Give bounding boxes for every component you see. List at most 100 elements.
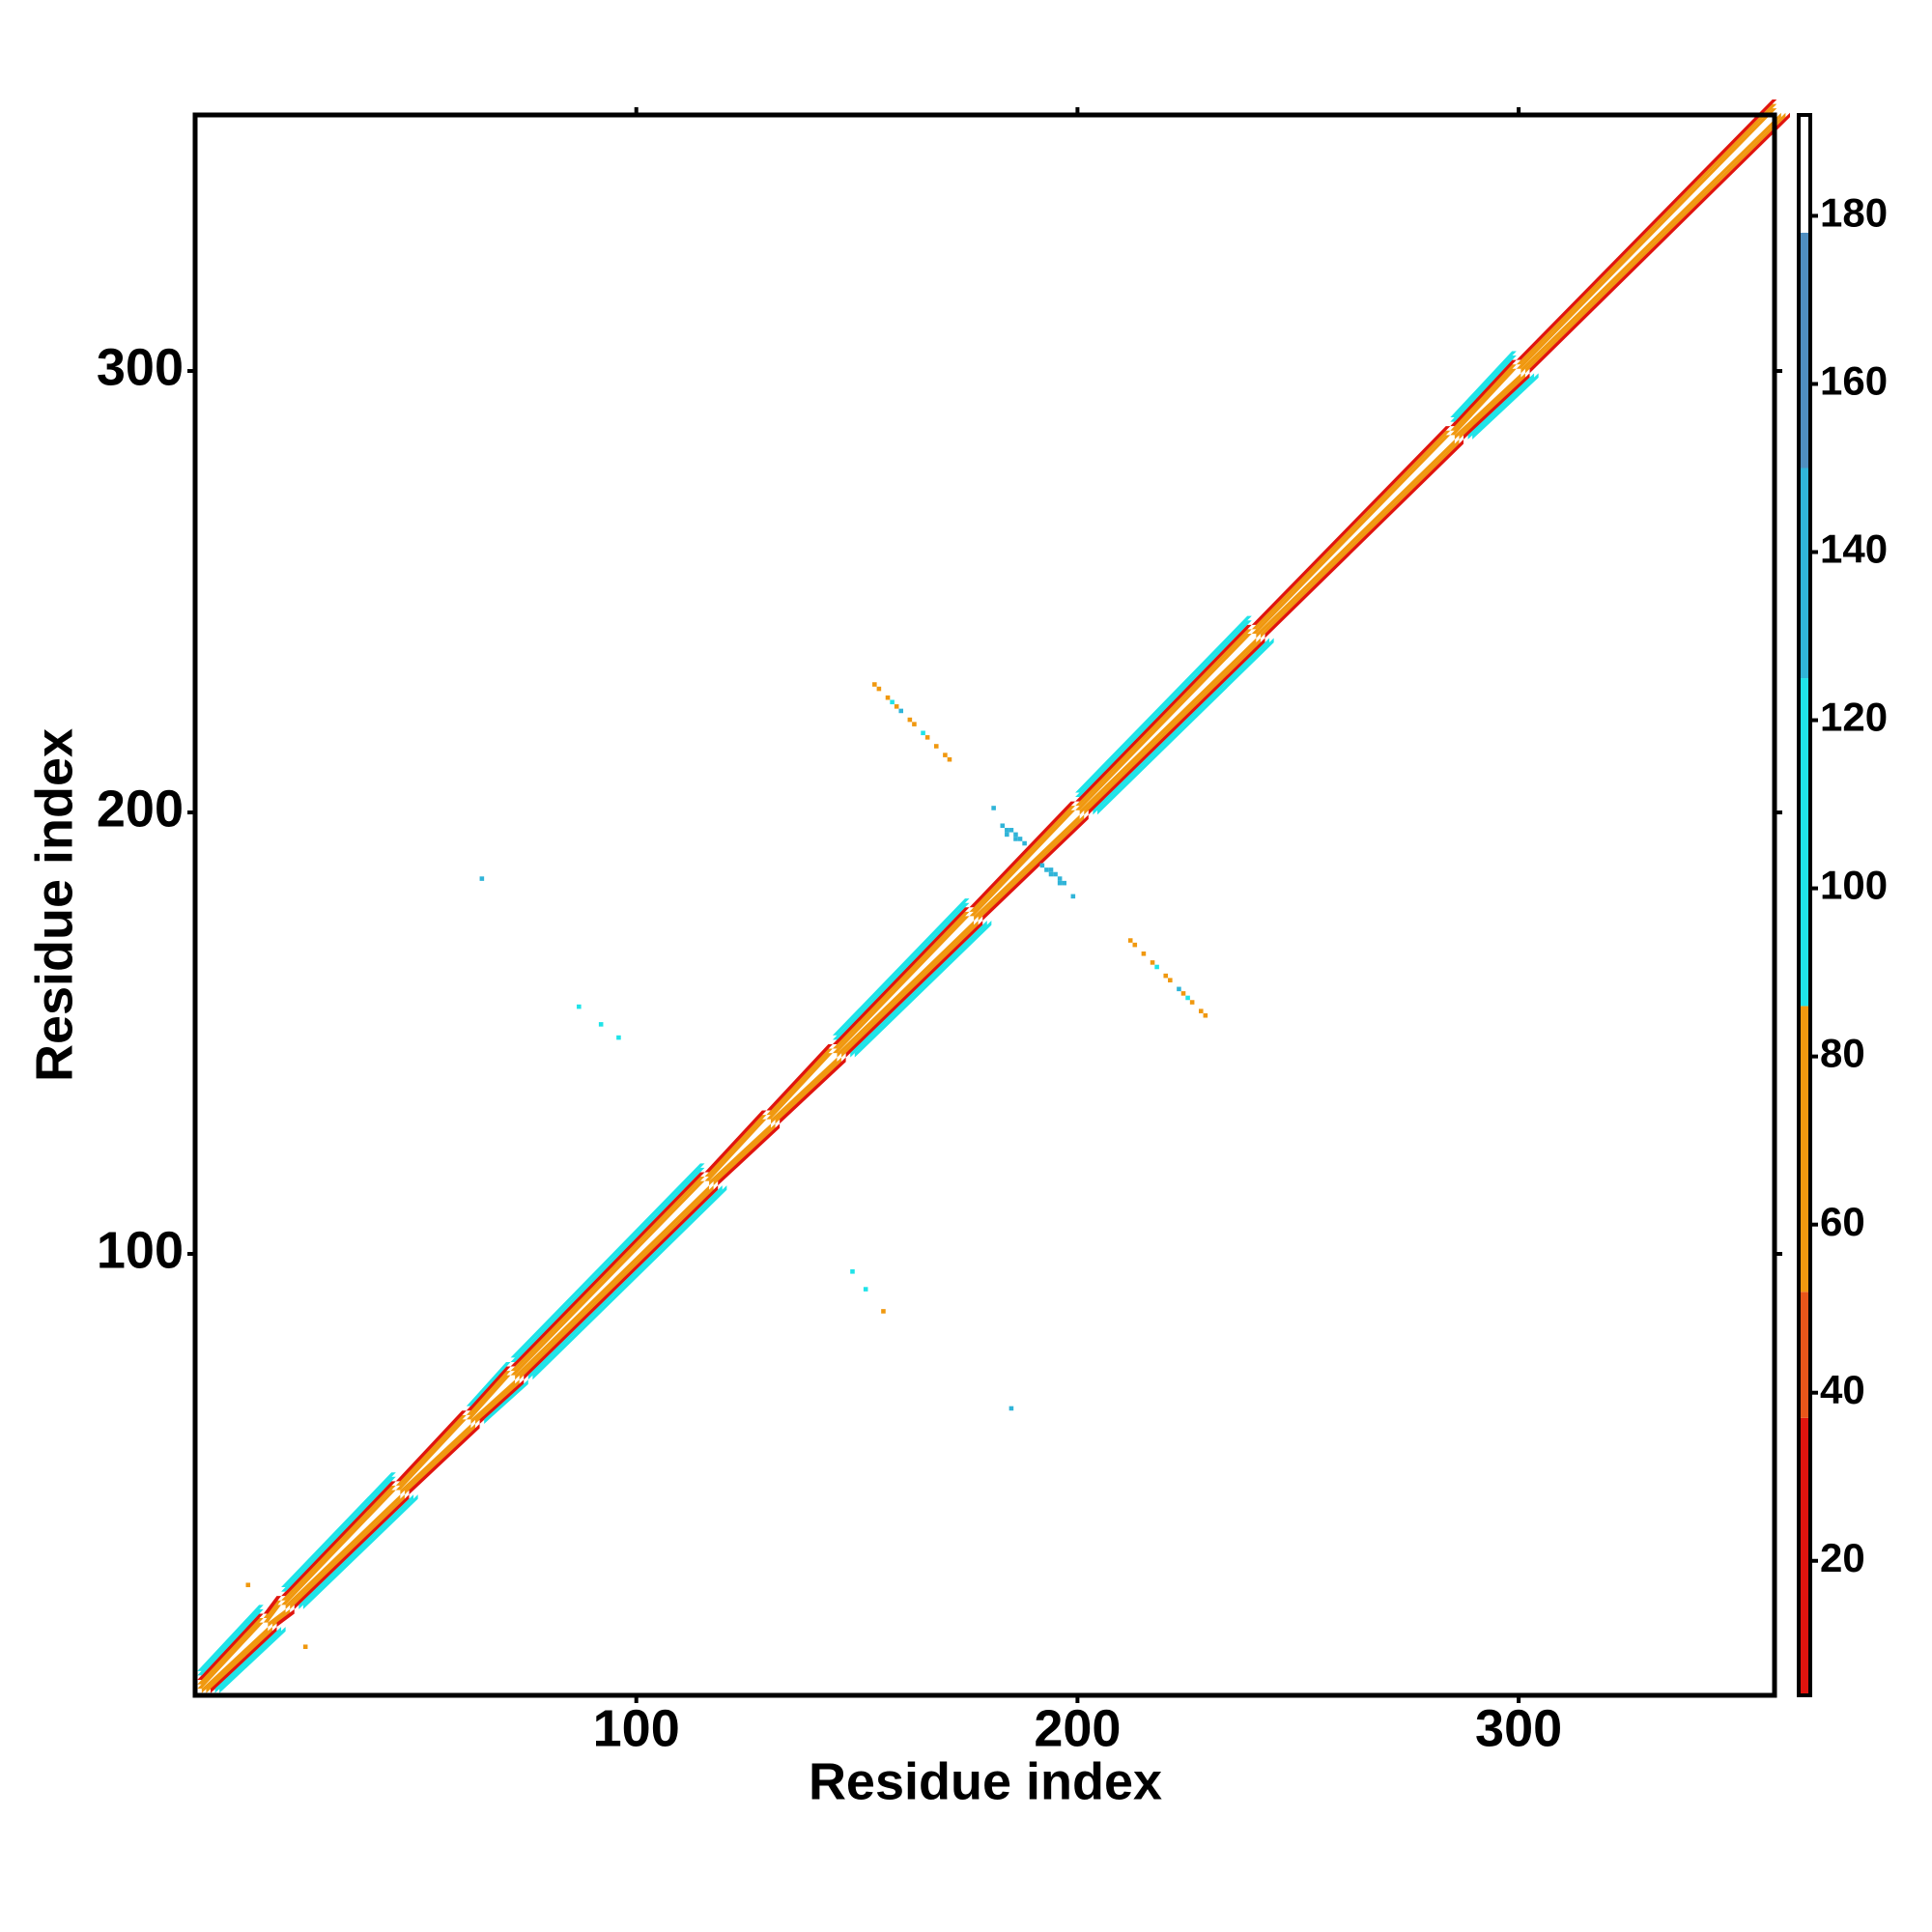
contact-band bbox=[1516, 103, 1777, 365]
colorbar-tick-label: 80 bbox=[1820, 1031, 1865, 1076]
contact-band bbox=[527, 1185, 723, 1380]
contact-band bbox=[1256, 439, 1455, 639]
contact-band bbox=[510, 1177, 705, 1372]
contact-cell bbox=[1048, 871, 1054, 877]
y-tick-label: 200 bbox=[97, 780, 184, 838]
contact-band bbox=[294, 1494, 410, 1609]
contact-band bbox=[281, 1472, 396, 1588]
contact-cell bbox=[1005, 828, 1009, 833]
contact-band bbox=[1264, 439, 1464, 639]
colorbar-tick-label: 20 bbox=[1820, 1535, 1865, 1580]
contact-band bbox=[210, 1627, 277, 1693]
contact-band bbox=[515, 1185, 710, 1380]
contact-cell bbox=[850, 1269, 855, 1274]
contact-band bbox=[709, 1123, 771, 1186]
y-tick-label: 100 bbox=[97, 1221, 184, 1279]
contact-band bbox=[1450, 359, 1517, 427]
contact-band bbox=[832, 898, 970, 1036]
contact-band bbox=[766, 1053, 833, 1120]
contact-band bbox=[780, 1057, 846, 1124]
contact-cell bbox=[302, 1644, 308, 1650]
contact-band bbox=[263, 1596, 282, 1614]
contact-band bbox=[219, 1627, 286, 1693]
colorbar-tick-label: 100 bbox=[1820, 863, 1888, 908]
contact-cell bbox=[1127, 938, 1133, 943]
contact-band bbox=[466, 1366, 511, 1411]
contact-band bbox=[1516, 108, 1777, 369]
contact-band bbox=[197, 1605, 264, 1671]
colorbar-tick-label: 160 bbox=[1820, 358, 1888, 404]
contact-cell bbox=[933, 744, 939, 749]
contact-cell bbox=[881, 1309, 886, 1314]
contact-band bbox=[969, 801, 1076, 908]
contact-cell bbox=[890, 699, 895, 705]
contact-band bbox=[404, 1423, 476, 1495]
contact-cell bbox=[1053, 871, 1058, 877]
contact-band bbox=[1450, 368, 1517, 436]
contact-cell bbox=[1168, 978, 1173, 982]
contact-cell bbox=[616, 1035, 621, 1040]
contact-band bbox=[285, 1494, 401, 1609]
contact-band bbox=[201, 1627, 269, 1693]
contact-band bbox=[1529, 112, 1790, 374]
contact-band bbox=[484, 1379, 528, 1424]
contact-band bbox=[197, 1618, 264, 1685]
contact-cell bbox=[1203, 1012, 1208, 1018]
contact-band bbox=[1075, 624, 1252, 802]
contact-cell bbox=[1057, 880, 1063, 886]
x-axis-label: Residue index bbox=[809, 1752, 1162, 1810]
contact-band bbox=[395, 1410, 467, 1482]
contact-band bbox=[1084, 638, 1261, 815]
contact-cell bbox=[991, 806, 996, 810]
contact-band bbox=[510, 1172, 705, 1367]
contact-band bbox=[1088, 638, 1265, 815]
contact-band bbox=[281, 1490, 396, 1605]
contact-cell bbox=[598, 1022, 604, 1027]
contact-band bbox=[1096, 638, 1274, 815]
contact-cell bbox=[1163, 973, 1169, 979]
contact-cell bbox=[1185, 995, 1190, 1001]
contact-band bbox=[1251, 435, 1451, 634]
contact-cell bbox=[1150, 960, 1155, 965]
contact-band bbox=[1463, 373, 1530, 440]
contact-band bbox=[1075, 629, 1252, 807]
y-axis-label: Residue index bbox=[25, 728, 83, 1082]
contact-band bbox=[1093, 638, 1270, 815]
contact-band bbox=[475, 1379, 520, 1424]
contact-band bbox=[395, 1414, 467, 1486]
contact-cell bbox=[1009, 1406, 1014, 1411]
x-tick-label: 200 bbox=[1034, 1699, 1121, 1757]
contact-band bbox=[969, 810, 1076, 917]
contact-band bbox=[1075, 620, 1252, 798]
contact-cell bbox=[885, 695, 891, 700]
contact-band bbox=[713, 1123, 776, 1186]
contact-band bbox=[766, 1043, 833, 1111]
contact-cell bbox=[1009, 828, 1014, 833]
contact-band bbox=[854, 920, 992, 1058]
contact-band bbox=[1454, 373, 1521, 440]
contact-band bbox=[837, 920, 975, 1058]
contact-cell bbox=[577, 1004, 582, 1009]
colorbar-band bbox=[1799, 115, 1810, 233]
contact-band bbox=[1450, 355, 1517, 422]
colorbar-band bbox=[1799, 468, 1810, 679]
contact-band bbox=[1075, 615, 1252, 793]
colorbar-band bbox=[1799, 1292, 1810, 1418]
contact-band bbox=[519, 1185, 714, 1380]
y-tick-label: 300 bbox=[97, 338, 184, 396]
colorbar-band bbox=[1799, 1417, 1810, 1695]
contact-band bbox=[197, 1613, 264, 1681]
contact-band bbox=[704, 1110, 767, 1173]
contact-band bbox=[974, 814, 1080, 921]
contact-band bbox=[1450, 351, 1517, 418]
contact-cell bbox=[1062, 880, 1066, 886]
contact-band bbox=[281, 1485, 396, 1601]
contact-cell bbox=[898, 708, 904, 714]
contact-band bbox=[302, 1494, 418, 1609]
contact-band bbox=[718, 1123, 781, 1186]
contact-band bbox=[510, 1167, 705, 1362]
contact-cell bbox=[245, 1582, 251, 1588]
contact-cell bbox=[1048, 867, 1054, 872]
contact-cell bbox=[1017, 837, 1023, 841]
contact-cell bbox=[912, 722, 917, 726]
